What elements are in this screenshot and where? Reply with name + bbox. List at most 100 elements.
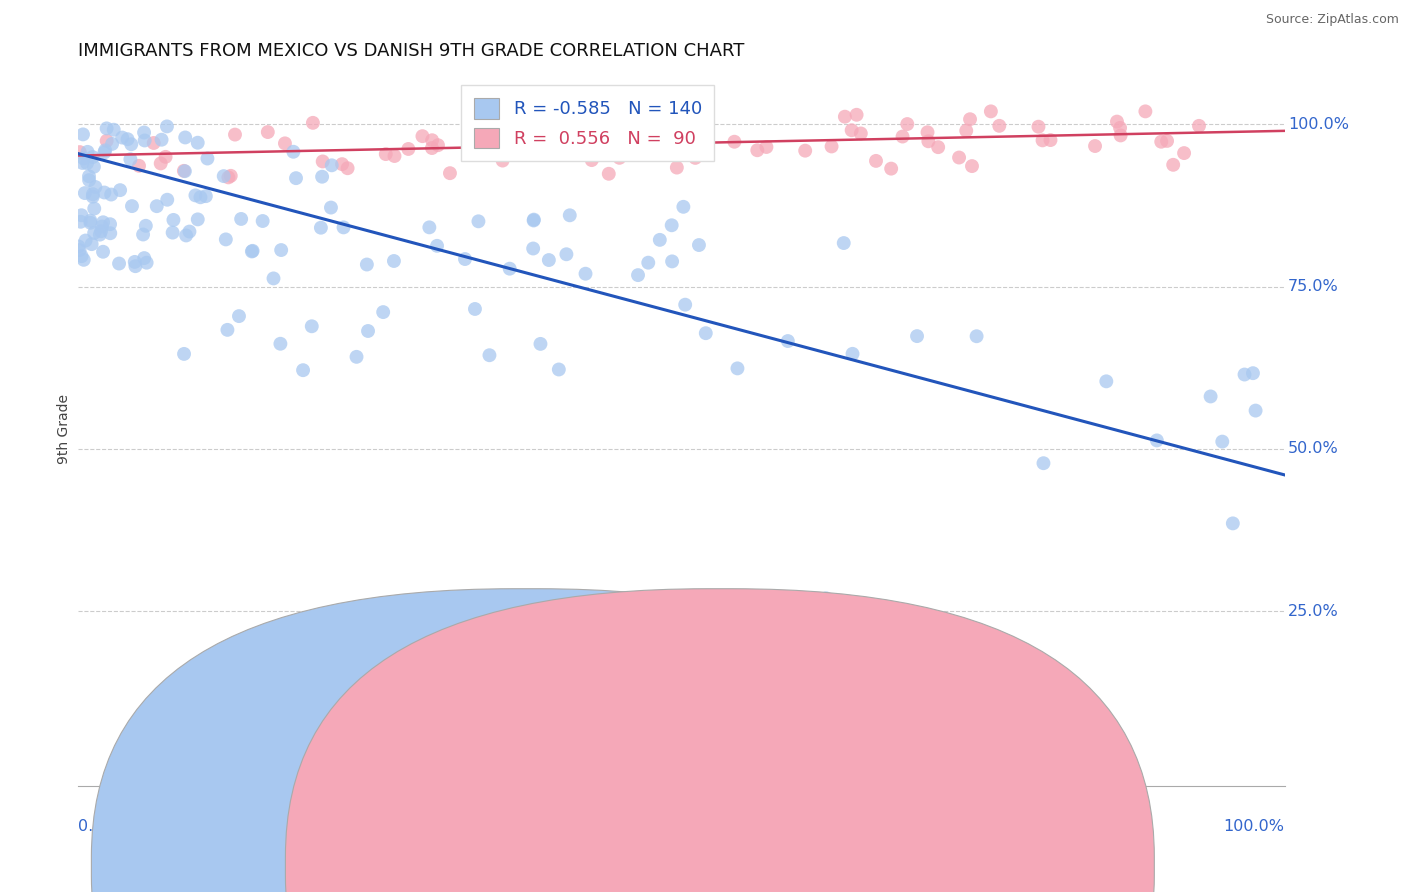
Text: 75.0%: 75.0% [1288,279,1339,294]
Point [1084,139,1107,153]
Point [292,363,315,377]
Point [696,129,718,144]
Point [312,154,335,169]
Point [187,212,209,227]
Point [77,169,100,184]
Point [960,159,983,173]
Point [283,145,305,159]
Point [73,186,96,200]
Text: 0.0%: 0.0% [79,819,118,834]
Y-axis label: 9th Grade: 9th Grade [58,394,72,465]
Point [76,156,98,170]
Point [98,217,121,231]
Point [948,151,970,165]
Point [1222,516,1244,531]
Point [627,268,650,282]
Point [598,167,620,181]
Point [1032,456,1054,470]
Point [173,347,195,361]
Text: 100.0%: 100.0% [1288,117,1350,132]
Point [486,123,509,137]
Point [117,132,139,146]
Point [543,147,565,161]
Point [121,199,143,213]
Point [558,208,581,222]
Point [551,123,574,137]
Point [124,259,146,273]
Point [543,123,565,137]
Point [256,125,278,139]
Point [79,216,101,230]
Point [529,337,551,351]
Point [384,149,406,163]
Point [685,151,707,165]
Point [91,219,114,234]
Point [661,219,683,233]
Point [523,212,546,227]
Point [673,298,696,312]
Point [966,329,988,343]
Point [841,347,863,361]
Point [1211,434,1233,449]
Point [523,213,546,227]
Point [555,247,578,261]
Point [346,350,368,364]
Point [162,226,184,240]
Point [723,135,745,149]
Point [184,188,207,202]
Point [668,135,690,149]
Point [927,140,949,154]
Point [134,251,156,265]
Point [240,244,263,259]
Point [988,119,1011,133]
Point [135,219,157,233]
Point [648,233,671,247]
Point [321,158,343,172]
Point [197,152,219,166]
Point [174,130,197,145]
Point [917,134,939,148]
Point [396,142,419,156]
Point [755,140,778,154]
Point [190,190,212,204]
Point [467,214,489,228]
Point [356,258,378,272]
Point [319,201,342,215]
Point [1109,120,1132,135]
Point [73,152,96,166]
Point [880,161,903,176]
Point [672,200,695,214]
Point [79,213,101,227]
Point [641,140,664,154]
Point [665,161,688,175]
Point [149,156,172,170]
Point [70,249,93,263]
Point [478,348,501,362]
Point [1156,134,1178,148]
Point [93,186,115,200]
Point [155,150,177,164]
Point [83,226,105,240]
Point [120,137,142,152]
Point [274,136,297,151]
Point [841,123,863,137]
Point [91,215,114,229]
Point [217,170,239,185]
Point [382,254,405,268]
Point [374,147,396,161]
Point [637,255,659,269]
Point [547,362,569,376]
Point [955,123,977,137]
Text: Source: ZipAtlas.com: Source: ZipAtlas.com [1265,13,1399,27]
Text: 50.0%: 50.0% [1288,442,1339,457]
Point [471,112,494,126]
Point [834,110,856,124]
Point [503,130,526,145]
Point [124,255,146,269]
Point [330,157,353,171]
Point [187,136,209,150]
Point [94,144,117,158]
Point [228,309,250,323]
Point [905,329,928,343]
Point [1244,403,1267,417]
